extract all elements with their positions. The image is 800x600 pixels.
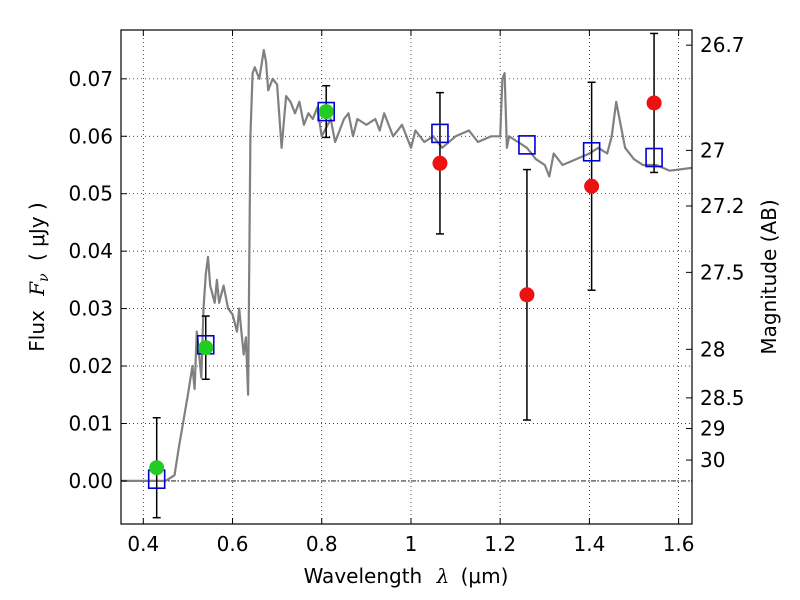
y-tick-label: 0.05 [68,182,113,206]
y-tick-label: 0.01 [68,411,113,435]
marker-layer [147,95,663,489]
y2-axis-title: Magnitude (AB) [757,199,781,354]
x-tick-label: 0.4 [127,532,159,556]
x-tick-label: 0.6 [217,532,249,556]
mag-tick-label: 29 [700,417,725,441]
data-point [432,155,448,171]
y-tick-label: 0.02 [68,354,113,378]
x-axis-title-text: Wavelength [304,564,423,588]
x-tick-label: 0.8 [306,532,338,556]
y-tick-label: 0.00 [68,469,113,493]
plot-frame [120,29,693,525]
x-tick-label: 1.2 [484,532,516,556]
mag-tick-label: 28 [700,337,725,361]
y-axis-subscript: ν [36,273,52,282]
x-tick-label: 1.4 [573,532,605,556]
y-tick-label: 0.04 [68,239,113,263]
data-point [318,104,334,120]
mag-tick-label: 27.5 [700,260,745,284]
model-square-point [518,135,536,155]
model-square-point [582,141,601,162]
mag-tick-label: 27 [700,138,725,162]
mag-tick-label: 30 [700,448,725,472]
model-spectrum-layer [121,49,693,482]
data-point [646,95,662,111]
y-tick-label: 0.06 [68,124,113,148]
data-point [149,460,165,476]
y-axis-unit: ( μJy ) [25,202,49,261]
data-point [519,287,535,303]
model-square-point [645,147,663,168]
x-tick-label: 1 [405,532,418,556]
tick-layer: 0.4 0.6 0.8 1 1.2 1.4 1.6 0.00 0.01 0.02 0.03 0.04 0… [68,30,745,556]
data-point [584,178,600,194]
y-tick-label: 0.03 [68,297,113,321]
mag-tick-label: 28.5 [700,386,745,410]
x-axis-title: Wavelength λ (μm) [304,564,509,588]
y-axis-title: Flux Fν ( μJy ) [25,202,53,351]
data-point [198,340,214,356]
model-square-point [317,101,336,122]
x-axis-unit: (μm) [461,564,509,588]
model-square-point [431,123,449,144]
x-tick-label: 1.6 [663,532,695,556]
x-axis-symbol: λ [436,564,450,588]
plot-background [121,30,692,524]
mag-tick-label: 27.2 [700,194,745,218]
y-tick-label: 0.07 [68,67,113,91]
mag-tick-label: 26.7 [700,33,745,57]
y-axis-title-text: Flux [25,310,49,352]
model-spectrum-line [121,49,693,482]
y-axis-symbol: F [25,281,49,297]
